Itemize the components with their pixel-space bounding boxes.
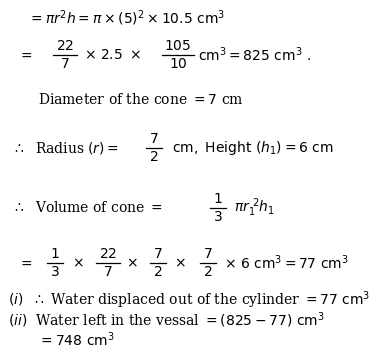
- Text: $\times\ 6\ \mathrm{cm}^3 = 77\ \mathrm{cm}^3$: $\times\ 6\ \mathrm{cm}^3 = 77\ \mathrm{…: [224, 254, 349, 272]
- Text: $\therefore$  Volume of cone $=$: $\therefore$ Volume of cone $=$: [12, 201, 163, 215]
- Text: $7$: $7$: [60, 57, 70, 71]
- Text: $= \pi r^2 h = \pi \times (5)^2 \times 10.5\ \mathrm{cm}^3$: $= \pi r^2 h = \pi \times (5)^2 \times 1…: [28, 8, 225, 28]
- Text: $2$: $2$: [153, 265, 163, 279]
- Text: $=$: $=$: [18, 48, 33, 62]
- Text: $\mathrm{cm},\ \mathrm{Height}\ (h_1) = 6\ \mathrm{cm}$: $\mathrm{cm},\ \mathrm{Height}\ (h_1) = …: [172, 139, 333, 157]
- Text: $\times\ 2.5\ \times$: $\times\ 2.5\ \times$: [84, 48, 141, 62]
- Text: $=$: $=$: [18, 256, 33, 270]
- Text: $1$: $1$: [213, 192, 223, 206]
- Text: $7$: $7$: [103, 265, 113, 279]
- Text: Diameter of the cone $= 7$ cm: Diameter of the cone $= 7$ cm: [38, 92, 244, 108]
- Text: $\therefore$  Radius $(r) =$: $\therefore$ Radius $(r) =$: [12, 140, 119, 156]
- Text: $1$: $1$: [50, 247, 60, 261]
- Text: $3$: $3$: [50, 265, 60, 279]
- Text: $\times$: $\times$: [72, 256, 84, 270]
- Text: $2$: $2$: [149, 150, 159, 164]
- Text: $7$: $7$: [203, 247, 213, 261]
- Text: $\pi r_1^{\ 2} h_1$: $\pi r_1^{\ 2} h_1$: [234, 197, 275, 219]
- Text: $(ii)$  Water left in the vessal $= (825 - 77)\ \mathrm{cm}^3$: $(ii)$ Water left in the vessal $= (825 …: [8, 310, 325, 330]
- Text: $22$: $22$: [99, 247, 117, 261]
- Text: $105$: $105$: [165, 39, 191, 53]
- Text: $7$: $7$: [153, 247, 163, 261]
- Text: $\times$: $\times$: [126, 256, 138, 270]
- Text: $3$: $3$: [213, 210, 223, 224]
- Text: $= 748\ \mathrm{cm}^3$: $= 748\ \mathrm{cm}^3$: [38, 331, 115, 349]
- Text: $10$: $10$: [169, 57, 187, 71]
- Text: $7$: $7$: [149, 132, 159, 146]
- Text: $2$: $2$: [203, 265, 213, 279]
- Text: $\times$: $\times$: [174, 256, 186, 270]
- Text: $22$: $22$: [56, 39, 74, 53]
- Text: $(i)$  $\therefore$ Water displaced out of the cylinder $= 77\ \mathrm{cm}^3$: $(i)$ $\therefore$ Water displaced out o…: [8, 289, 370, 311]
- Text: $\mathrm{cm}^3 = 825\ \mathrm{cm}^3\ .$: $\mathrm{cm}^3 = 825\ \mathrm{cm}^3\ .$: [198, 46, 311, 64]
